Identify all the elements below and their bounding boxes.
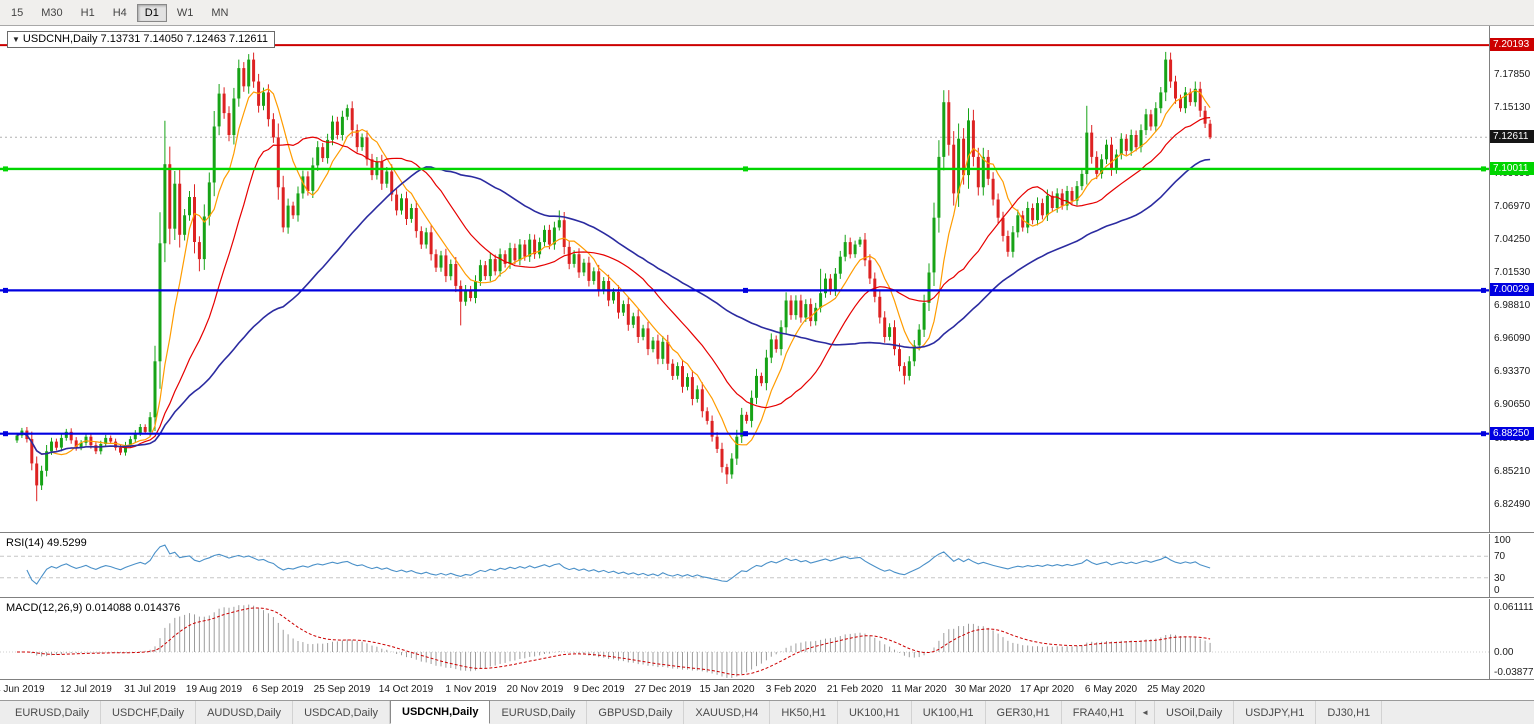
macd-signal-line (17, 607, 1211, 676)
hline-price-tag: 7.10011 (1490, 162, 1534, 175)
date-axis-label: 14 Oct 2019 (378, 684, 434, 695)
rsi-panel[interactable]: 100 70 30 0 RSI(14) 49.5299 (0, 534, 1534, 597)
price-axis-label: 6.85210 (1494, 466, 1531, 477)
moving-average-55 (16, 158, 1211, 455)
hline-price-tag: 7.20193 (1490, 38, 1534, 51)
date-axis-label: 27 Dec 2019 (634, 684, 692, 695)
date-axis-label: 20 Nov 2019 (506, 684, 564, 695)
date-axis-label: 24 Jun 2019 (0, 684, 45, 695)
chart-title-symbol: USDCNH,Daily (22, 33, 98, 45)
chart-tab-eurusd-daily[interactable]: EURUSD,Daily (490, 701, 588, 724)
chart-title-ohlc: 7.13731 7.14050 7.12463 7.12611 (100, 33, 268, 45)
timeframe-button-W1[interactable]: W1 (176, 6, 194, 19)
chart-tab-usdjpy-h1[interactable]: USDJPY,H1 (1234, 701, 1317, 724)
chart-tab-usdcad-daily[interactable]: USDCAD,Daily (293, 701, 391, 724)
rsi-axis-label: 0 (1494, 585, 1500, 596)
macd-chart-canvas[interactable] (0, 599, 1489, 680)
panel-divider[interactable] (0, 597, 1534, 598)
macd-label: MACD(12,26,9) 0.014088 0.014376 (6, 602, 181, 614)
timeframe-button-H4[interactable]: H4 (112, 6, 127, 19)
chart-tab-gbpusd-daily[interactable]: GBPUSD,Daily (587, 701, 685, 724)
price-axis-label: 7.17850 (1494, 69, 1531, 80)
date-axis-label: 6 May 2020 (1084, 684, 1138, 695)
chart-tab-uk100-h1[interactable]: UK100,H1 (912, 701, 986, 724)
date-axis-label: 25 Sep 2019 (313, 684, 371, 695)
chart-tab-hk50-h1[interactable]: HK50,H1 (770, 701, 838, 724)
rsi-axis[interactable]: 100 70 30 0 (1489, 534, 1534, 597)
chart-tab-usdchf-daily[interactable]: USDCHF,Daily (101, 701, 197, 724)
rsi-value: 49.5299 (46, 537, 87, 549)
timeframe-toolbar: 15 M30 H1 H4 D1 W1 MN (0, 0, 1534, 26)
date-axis-label: 19 Aug 2019 (185, 684, 243, 695)
macd-axis-label: -0.03877 (1494, 667, 1534, 678)
rsi-chart-canvas[interactable] (0, 534, 1489, 597)
chart-tab-fra40-h1[interactable]: FRA40,H1 (1062, 701, 1137, 724)
timeframe-button-H1[interactable]: H1 (80, 6, 95, 19)
moving-average-21 (16, 117, 1211, 455)
macd-axis-label: 0.00 (1494, 647, 1514, 658)
date-axis-label: 30 Mar 2020 (954, 684, 1012, 695)
rsi-axis-label: 100 (1494, 535, 1511, 546)
price-axis-label: 6.82490 (1494, 499, 1531, 510)
tabs-scroll-left-icon[interactable]: ◄ (1136, 701, 1155, 724)
rsi-line (26, 544, 1211, 585)
chart-tab-uk100-h1[interactable]: UK100,H1 (838, 701, 912, 724)
chart-tab-usdcnh-daily[interactable]: USDCNH,Daily (390, 700, 491, 724)
panel-divider[interactable] (0, 532, 1534, 533)
chart-tab-bar: EURUSD,Daily USDCHF,Daily AUDUSD,Daily USDC… (0, 700, 1534, 724)
date-axis-label: 25 May 2020 (1147, 684, 1205, 695)
timeframe-button-D1[interactable]: D1 (136, 3, 167, 22)
hline-price-tag: 6.88250 (1490, 427, 1534, 440)
price-axis-label: 7.01530 (1494, 267, 1531, 278)
hline-price-tag: 7.00029 (1490, 283, 1534, 296)
moving-average-8 (16, 88, 1211, 456)
date-axis-label: 17 Apr 2020 (1020, 684, 1074, 695)
price-panel[interactable]: 7.178507.151307.124107.096907.069707.042… (0, 26, 1534, 532)
date-axis-label: 31 Jul 2019 (124, 684, 176, 695)
date-axis-label: 3 Feb 2020 (765, 684, 817, 695)
date-axis-label: 1 Nov 2019 (445, 684, 497, 695)
macd-values: 0.014088 0.014376 (85, 602, 181, 614)
date-axis-label: 11 Mar 2020 (891, 684, 947, 695)
price-chart-canvas[interactable] (0, 26, 1489, 532)
chart-tab-eurusd-daily[interactable]: EURUSD,Daily (4, 701, 101, 724)
date-axis-label: 15 Jan 2020 (699, 684, 755, 695)
date-axis-label: 12 Jul 2019 (60, 684, 112, 695)
price-axis-label: 7.04250 (1494, 234, 1531, 245)
date-axis[interactable]: 24 Jun 2019 12 Jul 2019 31 Jul 2019 19 Aug … (0, 680, 1489, 700)
rsi-label: RSI(14) 49.5299 (6, 537, 87, 549)
chart-tab-audusd-daily[interactable]: AUDUSD,Daily (196, 701, 294, 724)
chart-title: ▼ USDCNH,Daily 7.13731 7.14050 7.12463 7.… (7, 31, 275, 48)
panel-divider (0, 679, 1534, 680)
timeframe-button-MN[interactable]: MN (211, 6, 229, 19)
bid-price-tag: 7.12611 (1490, 130, 1534, 143)
macd-panel[interactable]: 0.0611115 0.00 -0.03877 MACD(12,26,9) 0.01… (0, 599, 1534, 680)
macd-axis-label: 0.0611115 (1494, 602, 1534, 613)
rsi-axis-label: 30 (1494, 573, 1506, 584)
price-axis[interactable]: 7.178507.151307.124107.096907.069707.042… (1489, 26, 1534, 532)
date-axis-label: 6 Sep 2019 (252, 684, 304, 695)
rsi-axis-label: 70 (1494, 551, 1506, 562)
chart-tab-ger30-h1[interactable]: GER30,H1 (986, 701, 1062, 724)
price-axis-label: 6.90650 (1494, 399, 1531, 410)
chart-window[interactable]: 7.178507.151307.124107.096907.069707.042… (0, 26, 1534, 700)
price-axis-label: 7.06970 (1494, 201, 1531, 212)
timeframe-button-M30[interactable]: M30 (41, 6, 63, 19)
price-axis-label: 6.93370 (1494, 366, 1531, 377)
date-axis-label: 21 Feb 2020 (826, 684, 884, 695)
chart-tab-xauusd-h4[interactable]: XAUUSD,H4 (684, 701, 771, 724)
chart-tab-usoil-daily[interactable]: USOil,Daily (1155, 701, 1235, 724)
date-axis-label: 9 Dec 2019 (573, 684, 625, 695)
chart-menu-icon: ▼ (12, 35, 20, 44)
price-axis-label: 6.98810 (1494, 300, 1531, 311)
macd-axis[interactable]: 0.0611115 0.00 -0.03877 (1489, 599, 1534, 680)
price-axis-label: 6.96090 (1494, 333, 1531, 344)
timeframe-button-15[interactable]: 15 (11, 6, 24, 19)
chart-tab-dj30-h1[interactable]: DJ30,H1 (1316, 701, 1383, 724)
price-axis-label: 7.15130 (1494, 102, 1531, 113)
